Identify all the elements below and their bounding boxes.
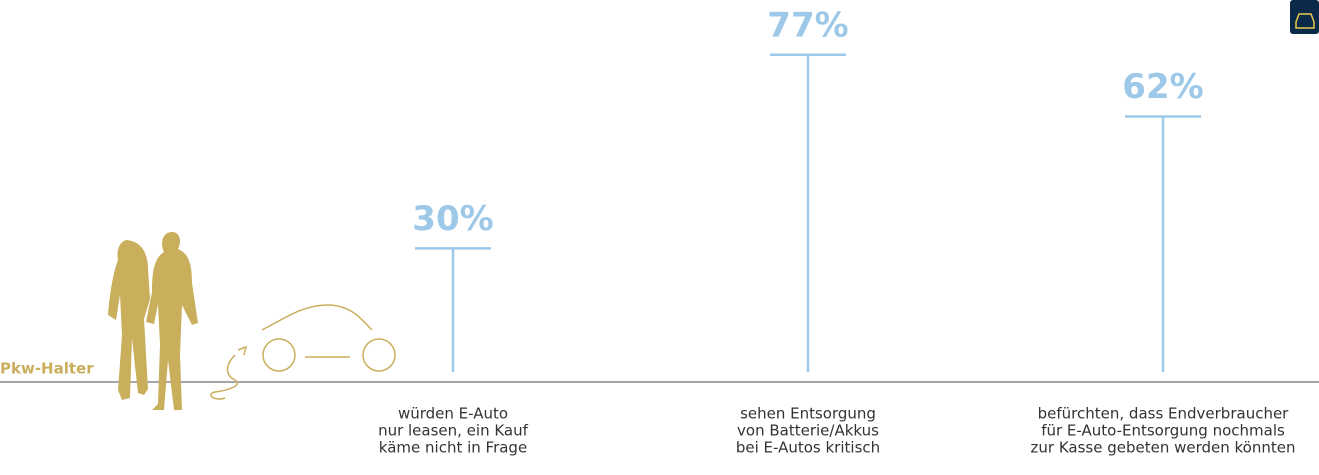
category-label: zur Kasse gebeten werden könnten xyxy=(1031,439,1296,457)
group-label: Pkw-Halter xyxy=(0,360,94,378)
category-label: bei E-Autos kritisch xyxy=(736,439,880,457)
value-label: 30% xyxy=(412,199,493,239)
category-label: nur leasen, ein Kauf xyxy=(378,422,529,440)
value-label: 77% xyxy=(767,5,848,45)
category-label: für E-Auto-Entsorgung nochmals xyxy=(1041,422,1285,440)
category-label: sehen Entsorgung xyxy=(740,405,876,423)
value-label: 62% xyxy=(1122,67,1203,107)
chart: Pkw-Halter 30% würden E-Autonur leasen, e… xyxy=(0,0,1319,475)
category-label: von Batterie/Akkus xyxy=(737,422,879,440)
illustration xyxy=(108,232,395,410)
category-label: befürchten, dass Endverbraucher xyxy=(1038,405,1290,423)
category-label: käme nicht in Frage xyxy=(379,439,527,457)
category-label: würden E-Auto xyxy=(398,405,508,423)
icon xyxy=(1290,0,1319,34)
